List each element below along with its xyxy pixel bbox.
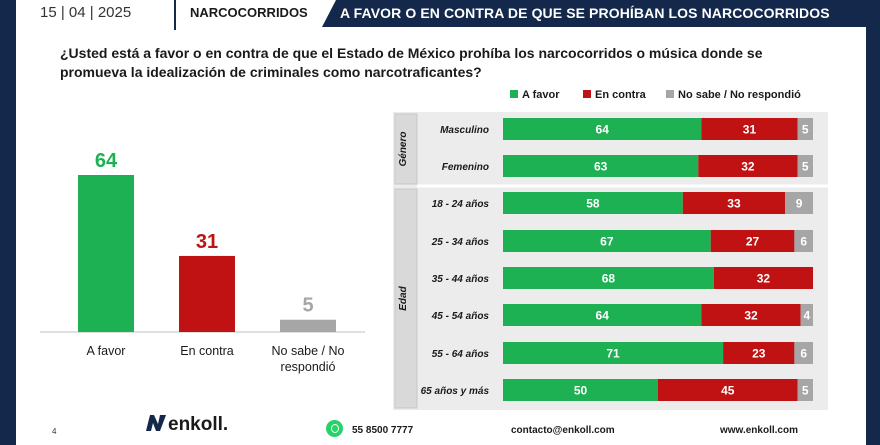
segment-label-65-a-os-y-m-s-a-favor: 50 <box>574 384 588 398</box>
segment-label-masculino-a-favor: 64 <box>596 123 610 137</box>
segment-label-masculino-en-contra: 31 <box>743 123 757 137</box>
segment-45-54-a-os-en-contra <box>701 304 801 326</box>
segment-18-24-a-os-no-sabe-no-respondi <box>785 192 813 214</box>
segment-label-35-44-a-os-en-contra: 32 <box>757 272 771 286</box>
segment-masculino-no-sabe-no-respondi <box>797 118 813 140</box>
legend-swatch-no-sabe <box>666 90 674 98</box>
right-frame-border <box>866 0 880 445</box>
legend-en-contra: En contra <box>583 89 646 101</box>
segment-label-55-64-a-os-en-contra: 23 <box>752 347 766 361</box>
segment-label-femenino-en-contra: 32 <box>741 160 755 174</box>
legend-a-favor: A favor <box>510 89 560 101</box>
segment-label-45-54-a-os-en-contra: 32 <box>744 309 758 323</box>
segment-label-masculino-no-sabe-no-respondi: 5 <box>802 123 809 137</box>
data-label-no-sabe-no-respondi: 5 <box>302 295 313 317</box>
row-label-65-a-os-y-m-s: 65 años y más <box>421 386 490 397</box>
header-divider <box>174 0 176 30</box>
bar-a-favor <box>78 175 134 332</box>
contact-phone: 55 8500 7777 <box>352 425 414 436</box>
segment-femenino-no-sabe-no-respondi <box>797 155 813 177</box>
row-label-femenino: Femenino <box>442 162 489 173</box>
segment-35-44-a-os-a-favor <box>503 267 714 289</box>
bar-en-contra <box>179 255 235 332</box>
segment-65-a-os-y-m-s-no-sabe-no-respondi <box>797 379 813 401</box>
segment-18-24-a-os-en-contra <box>682 192 786 214</box>
segment-label-65-a-os-y-m-s-no-sabe-no-respondi: 5 <box>802 384 809 398</box>
legend-no-sabe: No sabe / No respondió <box>666 89 801 101</box>
left-frame-border <box>0 0 16 445</box>
segment-18-24-a-os-a-favor <box>503 192 683 214</box>
segment-label-65-a-os-y-m-s-en-contra: 45 <box>721 384 735 398</box>
segment-label-55-64-a-os-no-sabe-no-respondi: 6 <box>800 347 807 361</box>
segment-masculino-en-contra <box>701 118 798 140</box>
data-label-a-favor: 64 <box>95 150 118 172</box>
legend-label-en-contra: En contra <box>595 89 646 101</box>
segment-label-55-64-a-os-a-favor: 71 <box>606 347 620 361</box>
segment-label-18-24-a-os-en-contra: 33 <box>727 197 741 211</box>
segment-masculino-a-favor <box>503 118 702 140</box>
row-label-18-24-a-os: 18 - 24 años <box>432 199 490 210</box>
whatsapp-icon <box>326 420 343 437</box>
segment-55-64-a-os-a-favor <box>503 342 724 364</box>
legend-label-a-favor: A favor <box>522 89 560 101</box>
website-link[interactable]: www.enkoll.com <box>720 425 798 436</box>
segment-label-25-34-a-os-en-contra: 27 <box>746 235 760 249</box>
segment-35-44-a-os-en-contra <box>713 267 813 289</box>
segment-55-64-a-os-no-sabe-no-respondi <box>794 342 813 364</box>
contact-email[interactable]: contacto@enkoll.com <box>511 425 615 436</box>
segment-label-25-34-a-os-a-favor: 67 <box>600 235 614 249</box>
segment-label-45-54-a-os-no-sabe-no-respondi: 4 <box>803 309 810 323</box>
category-label-no-sabe: No sabe / No respondió <box>272 344 345 374</box>
data-label-en-contra: 31 <box>196 231 218 253</box>
segment-femenino-en-contra <box>698 155 798 177</box>
segment-25-34-a-os-a-favor <box>503 230 711 252</box>
segment-label-femenino-no-sabe-no-respondi: 5 <box>802 160 809 174</box>
segment-65-a-os-y-m-s-a-favor <box>503 379 658 401</box>
segment-label-18-24-a-os-a-favor: 58 <box>586 197 600 211</box>
legend-swatch-a-favor <box>510 90 518 98</box>
date-label: 15 | 04 | 2025 <box>40 4 132 21</box>
segment-femenino-a-favor <box>503 155 699 177</box>
page-title: A FAVOR O EN CONTRA DE QUE SE PROHÍBAN L… <box>340 5 830 21</box>
row-label-55-64-a-os: 55 - 64 años <box>432 349 490 360</box>
row-label-45-54-a-os: 45 - 54 años <box>431 311 490 322</box>
segment-label-35-44-a-os-a-favor: 68 <box>602 272 616 286</box>
row-label-35-44-a-os: 35 - 44 años <box>432 274 490 285</box>
row-label-masculino: Masculino <box>440 125 489 136</box>
legend-swatch-en-contra <box>583 90 591 98</box>
segment-label-femenino-a-favor: 63 <box>594 160 608 174</box>
segment-25-34-a-os-no-sabe-no-respondi <box>794 230 813 252</box>
segment-label-25-34-a-os-no-sabe-no-respondi: 6 <box>800 235 807 249</box>
row-label-25-34-a-os: 25 - 34 años <box>431 237 490 248</box>
segment-45-54-a-os-no-sabe-no-respondi <box>800 304 813 326</box>
category-label-en-contra: En contra <box>180 344 234 358</box>
segment-label-45-54-a-os-a-favor: 64 <box>596 309 610 323</box>
segment-label-18-24-a-os-no-sabe-no-respondi: 9 <box>796 197 803 211</box>
category-label-a-favor: A favor <box>87 344 126 358</box>
group-tab-edad <box>394 188 418 409</box>
group-label-edad: Edad <box>398 285 409 310</box>
enkoll-logo-mark-icon <box>146 415 166 431</box>
group-label-g-nero: Género <box>398 131 409 166</box>
bar-no-sabe-no-respondi <box>280 319 336 332</box>
segment-65-a-os-y-m-s-en-contra <box>658 379 798 401</box>
legend-label-no-sabe: No sabe / No respondió <box>678 89 801 101</box>
enkoll-logo: enkoll. <box>145 414 228 436</box>
segment-45-54-a-os-a-favor <box>503 304 702 326</box>
survey-question: ¿Usted está a favor o en contra de que e… <box>60 45 763 80</box>
title-band <box>322 0 866 27</box>
logo-text: enkoll. <box>168 414 229 435</box>
segment-25-34-a-os-en-contra <box>710 230 795 252</box>
page-number: 4 <box>52 427 57 436</box>
group-tab-g-nero <box>394 113 418 185</box>
section-label: NARCOCORRIDOS <box>190 5 308 20</box>
segment-55-64-a-os-en-contra <box>723 342 795 364</box>
